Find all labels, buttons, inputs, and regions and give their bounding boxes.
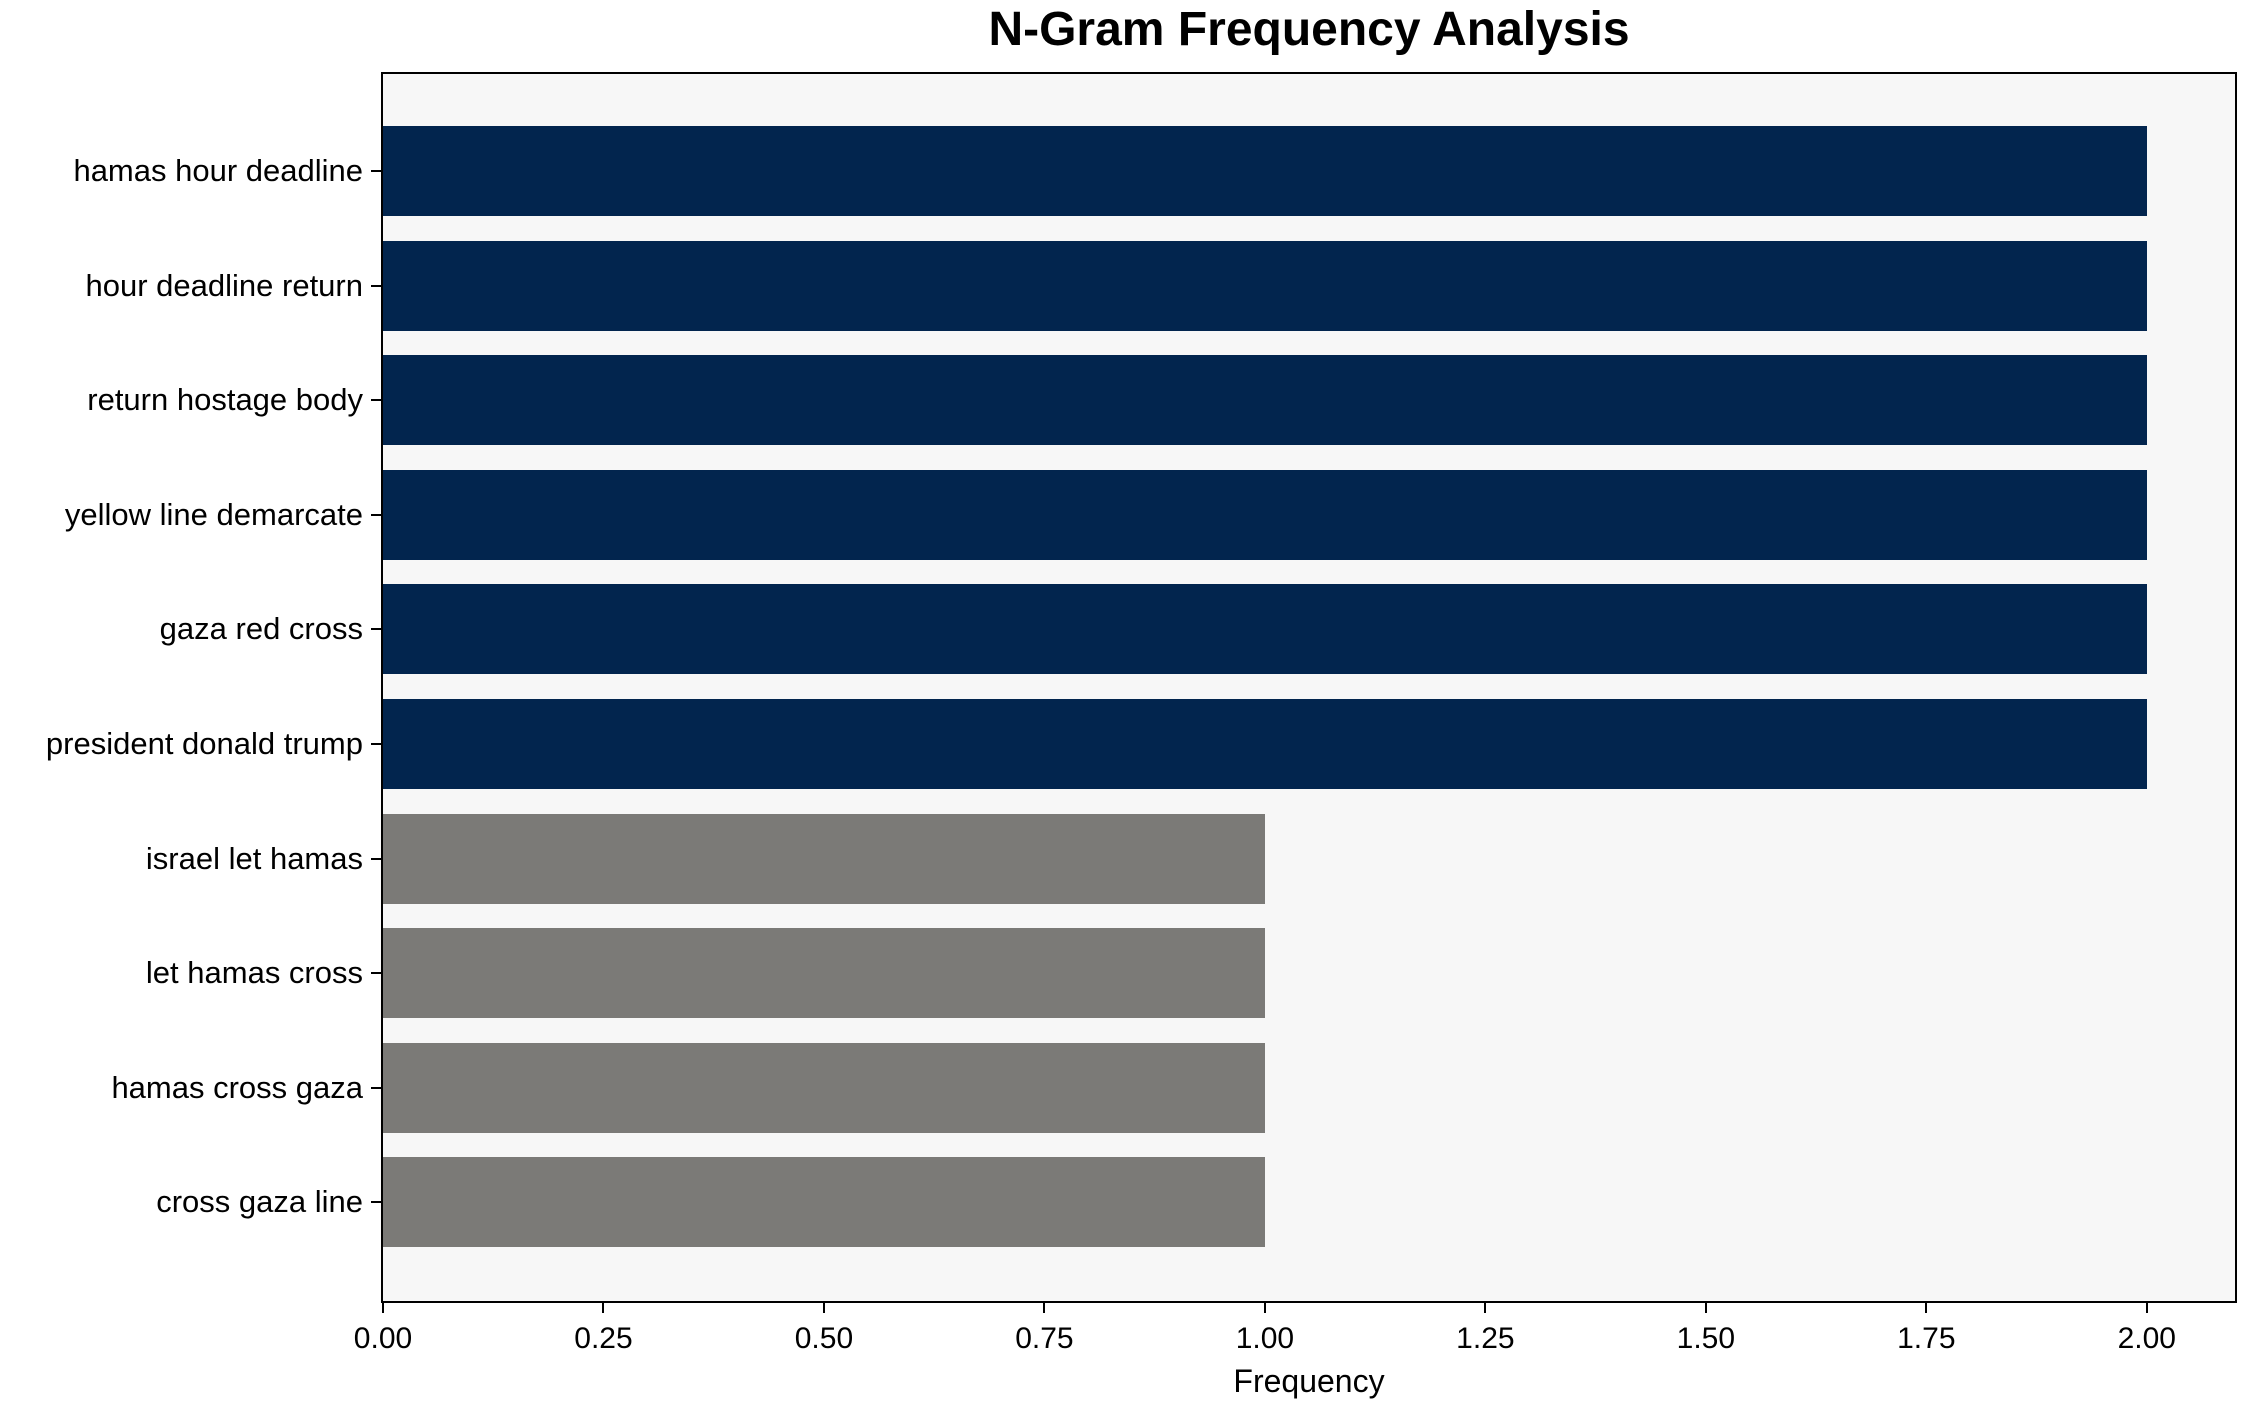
x-axis-title: Frequency [1233,1363,1385,1399]
bar-let-hamas-cross [383,928,1265,1019]
y-axis-label: yellow line demarcate [64,496,363,532]
y-axis-label: return hostage body [87,382,363,418]
x-axis-tick [2145,1303,2148,1313]
bar-hour-deadline-return [383,240,2147,331]
bar-president-donald-trump [383,699,2147,789]
y-axis-label: hamas hour deadline [73,153,363,188]
x-axis-tick-labels: 0.00 0.25 0.50 0.75 1.00 1.25 1.50 1.75 2.00 [0,1322,2260,1358]
x-axis-tick-label: 0.25 [574,1322,633,1355]
y-axis-label: let hamas cross [145,955,363,991]
bar-hamas-cross-gaza [383,1042,1265,1133]
y-axis-tick [371,1086,381,1089]
y-axis-tick [371,972,381,975]
y-axis-label: president donald trump [45,726,363,761]
bar-israel-let-hamas [383,813,1265,904]
bar-return-hostage-body [383,355,2147,446]
x-axis-tick [1925,1303,1928,1313]
y-axis-label: hour deadline return [85,267,363,303]
bar-cross-gaza-line [383,1157,1265,1248]
y-axis-label: hamas cross gaza [111,1069,363,1105]
x-axis-tick [1704,1303,1707,1313]
x-axis-tick [382,1303,384,1313]
x-axis-tick-label: 0.75 [1015,1322,1074,1355]
x-axis-tick [1263,1303,1266,1313]
bar-gaza-red-cross [383,584,2147,675]
y-axis-tick [371,628,381,631]
y-axis-tick [371,399,381,402]
y-axis-label: gaza red cross [159,611,363,647]
plot-area [371,72,2237,1313]
y-axis-tick [371,513,381,516]
chart-title: N-Gram Frequency Analysis [988,3,1630,56]
x-axis-tick [822,1303,825,1313]
bar-yellow-line-demarcate [383,469,2147,560]
x-axis-tick-label: 0.00 [353,1322,413,1355]
y-axis-labels: hamas hour deadline hour deadline return r… [0,74,363,1303]
x-axis-tick-label: 2.00 [2117,1322,2176,1355]
x-axis-tick [1043,1303,1046,1313]
bar-hamas-hour-deadline [383,126,2147,216]
x-axis-tick-label: 0.50 [794,1322,854,1355]
y-axis-tick [371,170,381,172]
y-axis-tick [371,743,381,745]
y-axis-tick [371,284,381,287]
x-axis-tick-label: 1.50 [1676,1322,1736,1355]
y-axis-tick [371,1201,381,1204]
x-axis-tick-label: 1.00 [1235,1322,1295,1355]
x-axis-tick [1484,1303,1487,1313]
y-axis-label: israel let hamas [145,840,363,876]
y-axis-tick [371,857,381,860]
x-axis-tick [602,1303,605,1313]
x-axis-tick-label: 1.75 [1897,1322,1956,1355]
y-axis-label: cross gaza line [156,1184,363,1220]
x-axis-tick-label: 1.25 [1456,1322,1515,1355]
